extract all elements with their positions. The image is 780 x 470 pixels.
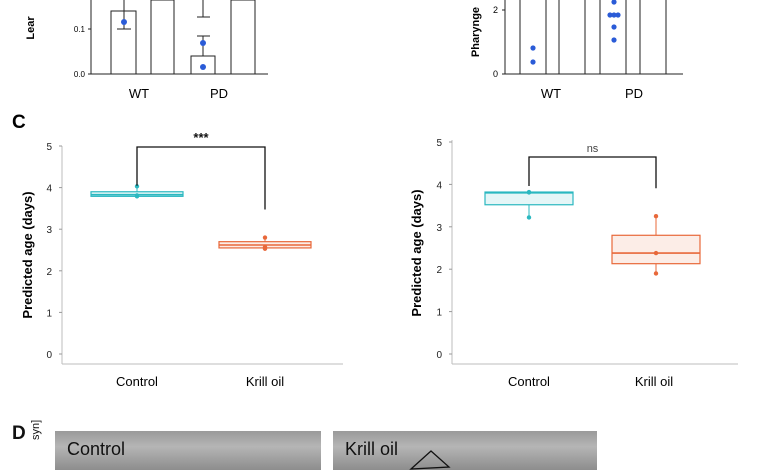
ytick-label: 3 [46,225,52,236]
ytick-label: 2 [46,267,52,278]
top-left-point [200,40,206,46]
top-left-point [121,19,127,25]
data-point [134,184,140,189]
significance-bracket [528,156,657,189]
top-left-xtick-label: PD [210,86,228,101]
data-point [262,246,268,251]
top-left-ylabel: Lear [25,16,37,40]
significance-label: *** [193,130,209,145]
top-right-point [615,12,621,18]
micrograph-label: Krill oil [345,439,399,459]
top-right-point [611,37,617,43]
top-left-bar [230,0,256,75]
ytick-label: 4 [436,180,442,191]
top-right-point [611,0,617,5]
significance-label: ns [587,143,599,155]
micrograph-inset-box [409,450,451,470]
top-left-point [200,64,206,70]
top-right-point [607,12,613,18]
top-left-xtick-label: WT [129,86,149,101]
ytick-label: 5 [436,138,442,149]
top-left-ytick-label: 0.0 [74,70,86,79]
side-label: syn] [30,419,42,440]
top-left-ytick-label: 0.1 [74,25,86,34]
right-ylabel: Predicted age (days) [409,189,424,316]
ytick-label: 4 [46,184,52,195]
ytick-label: 1 [436,308,442,319]
micrograph-control: Control [55,431,321,470]
left-xtick-label-control: Control [116,374,158,389]
ytick-label: 2 [436,265,442,276]
panel-label-c: C [12,112,26,133]
left-xtick-label-krill-oil: Krill oil [246,374,284,389]
top-right-dot-panel: Pharynge 2 0 WT PD [470,0,683,101]
top-left-bar-panel: Lear 0.1 0.0 WT PD [25,0,268,101]
significance-bracket [136,146,266,210]
right-xtick-label-control: Control [508,374,550,389]
ytick-label: 3 [436,223,442,234]
micrograph-krill-oil: Krill oil [333,431,597,470]
top-right-ylabel: Pharynge [470,7,482,57]
ytick-label: 0 [46,350,52,361]
box-krill-oil [611,234,701,265]
data-point [653,271,659,276]
ytick-label: 5 [46,142,52,153]
data-point [653,214,659,219]
left-ylabel: Predicted age (days) [20,191,35,318]
top-right-point [530,45,536,51]
top-right-ytick-label: 0 [493,69,498,79]
data-point [526,190,532,195]
top-right-ytick-label: 2 [493,5,498,15]
left-marks: *** [90,130,312,251]
data-point [653,250,659,256]
top-left-bar [150,0,175,75]
top-right-point [611,24,617,30]
top-right-point [530,59,536,65]
panel-label-d: D [12,423,26,444]
right-marks: ns [484,143,701,276]
top-right-point [611,12,617,18]
top-right-xtick-label: WT [541,86,561,101]
right-xtick-label-krill-oil: Krill oil [635,374,673,389]
data-point [134,194,140,199]
data-point [526,215,532,220]
left-yticks: 0 1 2 3 4 5 [46,142,62,361]
micrograph-label: Control [67,439,126,459]
top-right-xtick-label: PD [625,86,643,101]
right-yticks: 0 1 2 3 4 5 [436,138,452,361]
boxplot-right: Predicted age (days) 0 1 2 3 4 5 ns Control K… [409,138,738,389]
data-point [262,235,268,240]
ytick-label: 0 [436,350,442,361]
ytick-label: 1 [46,308,52,319]
